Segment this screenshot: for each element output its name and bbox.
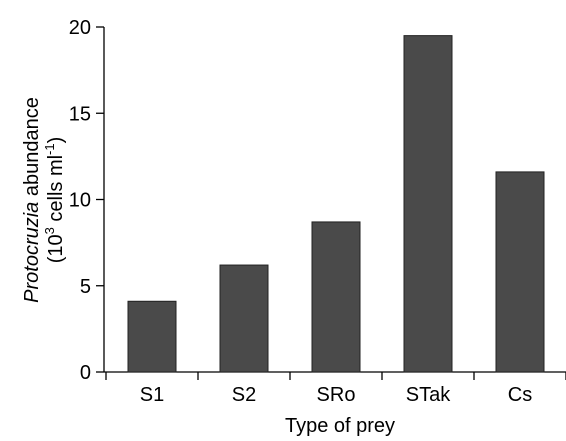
- y-tick-label: 0: [80, 362, 91, 384]
- svg-text:Protocruzia abundance: Protocruzia abundance: [21, 97, 43, 303]
- x-tick-label: SRo: [317, 384, 356, 406]
- x-tick-label: S1: [140, 384, 164, 406]
- y-tick-label: 5: [80, 276, 91, 298]
- bar-cs: [495, 171, 545, 373]
- y-axis: 0 5 10 15 20: [69, 17, 105, 384]
- y-axis-unit-post: ): [45, 137, 67, 144]
- y-axis-unit-sup1: 3: [42, 227, 57, 234]
- y-axis-title-italic: Protocruzia: [21, 202, 43, 303]
- x-axis-title: Type of prey: [285, 415, 395, 437]
- x-tick-label: S2: [232, 384, 256, 406]
- y-tick-label: 20: [69, 17, 91, 39]
- y-tick-label: 10: [69, 190, 91, 212]
- bar-stak: [403, 35, 453, 373]
- bar-s2: [219, 264, 269, 373]
- y-axis-unit-sup2: -1: [42, 143, 57, 155]
- y-axis-title-rest: abundance: [21, 97, 43, 202]
- x-axis: S1 S2 SRo STak Cs: [104, 371, 566, 406]
- y-axis-unit-pre: (10: [45, 234, 67, 263]
- bars: [127, 35, 545, 373]
- x-tick-label: Cs: [508, 384, 532, 406]
- x-tick-label: STak: [406, 384, 451, 406]
- y-tick-label: 15: [69, 103, 91, 125]
- y-axis-unit-mid: cells ml: [45, 155, 67, 227]
- bar-sro: [311, 221, 361, 373]
- y-axis-title: Protocruzia abundance (103 cells ml-1): [21, 97, 67, 303]
- bar-s1: [127, 300, 177, 373]
- svg-text:(103 cells ml-1): (103 cells ml-1): [42, 137, 67, 264]
